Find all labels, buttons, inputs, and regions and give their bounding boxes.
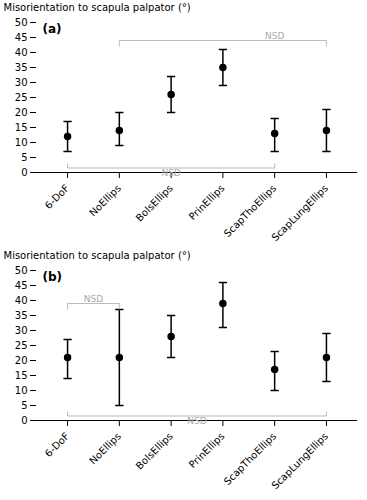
svg-text:50: 50 (15, 17, 28, 28)
svg-text:ScapThoEllips: ScapThoEllips (222, 182, 279, 239)
svg-text:25: 25 (15, 92, 28, 103)
svg-text:NSD: NSD (84, 294, 103, 304)
svg-text:NoEllips: NoEllips (87, 430, 123, 466)
svg-text:PrinEllips: PrinEllips (187, 182, 227, 222)
svg-text:NoEllips: NoEllips (87, 182, 123, 218)
svg-text:45: 45 (15, 280, 28, 291)
svg-text:NSD: NSD (187, 416, 206, 426)
svg-text:20: 20 (15, 355, 28, 366)
svg-text:(b): (b) (43, 270, 63, 284)
svg-text:5: 5 (21, 152, 27, 163)
svg-text:25: 25 (15, 340, 28, 351)
svg-text:30: 30 (15, 77, 28, 88)
svg-text:20: 20 (15, 107, 28, 118)
svg-text:ScapLungEllips: ScapLungEllips (269, 430, 330, 491)
svg-text:40: 40 (15, 295, 28, 306)
svg-text:35: 35 (15, 62, 28, 73)
svg-text:15: 15 (15, 370, 28, 381)
svg-text:30: 30 (15, 325, 28, 336)
svg-text:Misorientation to scapula palp: Misorientation to scapula palpator (°) (4, 2, 191, 13)
svg-text:PrinEllips: PrinEllips (187, 430, 227, 470)
svg-text:5: 5 (21, 400, 27, 411)
svg-text:10: 10 (15, 137, 28, 148)
svg-text:NSD: NSD (265, 31, 284, 41)
svg-text:NSD: NSD (161, 168, 180, 178)
svg-text:BolsEllips: BolsEllips (134, 430, 175, 471)
svg-text:0: 0 (21, 415, 27, 426)
svg-text:(a): (a) (43, 22, 62, 36)
svg-text:45: 45 (15, 32, 28, 43)
svg-text:6-DoF: 6-DoF (43, 430, 72, 459)
svg-text:50: 50 (15, 265, 28, 276)
svg-text:ScapLungEllips: ScapLungEllips (269, 182, 330, 243)
svg-text:15: 15 (15, 122, 28, 133)
svg-text:Misorientation to scapula palp: Misorientation to scapula palpator (°) (4, 250, 191, 261)
svg-text:6-DoF: 6-DoF (43, 182, 72, 211)
svg-text:35: 35 (15, 310, 28, 321)
svg-text:0: 0 (21, 167, 27, 178)
svg-text:40: 40 (15, 47, 28, 58)
svg-text:10: 10 (15, 385, 28, 396)
svg-text:ScapThoEllips: ScapThoEllips (222, 430, 279, 487)
svg-text:BolsEllips: BolsEllips (134, 182, 175, 223)
